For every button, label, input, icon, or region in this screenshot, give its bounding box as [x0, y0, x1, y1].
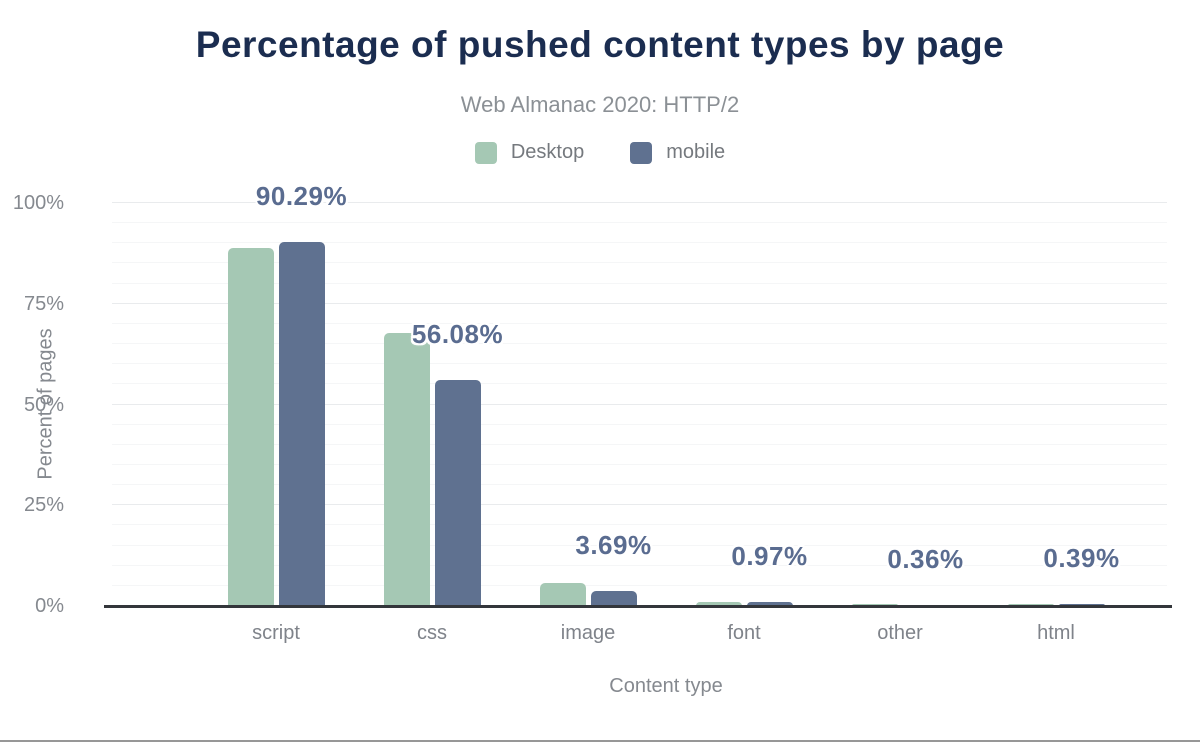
- bar-desktop-image[interactable]: [539, 582, 586, 606]
- minor-gridline: [112, 423, 1167, 425]
- bar-desktop-script[interactable]: [227, 247, 274, 606]
- minor-gridline: [112, 363, 1167, 365]
- page-bottom-border: [0, 740, 1200, 742]
- bar-mobile-script[interactable]: [278, 242, 325, 606]
- minor-gridline: [112, 564, 1167, 566]
- y-tick-label: 100%: [12, 192, 64, 214]
- bar-mobile-image[interactable]: [590, 591, 637, 606]
- data-label-image: 3.69%: [575, 530, 652, 561]
- y-tick-label: 25%: [23, 494, 64, 517]
- minor-gridline: [112, 262, 1167, 264]
- legend-label-mobile: mobile: [666, 141, 726, 163]
- x-tick-label-script: script: [252, 622, 300, 644]
- minor-gridline: [112, 443, 1167, 445]
- major-gridline: [112, 202, 1167, 203]
- bar-mobile-font[interactable]: [746, 602, 793, 606]
- minor-gridline: [112, 222, 1167, 224]
- chart-title: Percentage of pushed content types by pa…: [195, 24, 1005, 65]
- y-tick-label: 0%: [35, 595, 64, 617]
- minor-gridline: [112, 584, 1167, 586]
- minor-gridline: [112, 282, 1167, 284]
- minor-gridline: [112, 242, 1167, 244]
- x-tick-label-html: html: [1037, 622, 1075, 644]
- y-tick-label: 75%: [23, 292, 64, 315]
- data-label-other: 0.36%: [887, 543, 964, 574]
- data-label-css: 56.08%: [411, 319, 504, 349]
- x-tick-label-css: css: [417, 622, 447, 644]
- minor-gridline: [112, 463, 1167, 465]
- minor-gridline: [112, 383, 1167, 385]
- bar-desktop-css[interactable]: [383, 333, 430, 606]
- bar-desktop-font[interactable]: [695, 602, 742, 606]
- data-label-font: 0.97%: [731, 541, 808, 572]
- legend: Desktop mobile: [0, 141, 1200, 164]
- x-axis-line: [104, 604, 1172, 608]
- x-tick-label-image: image: [560, 622, 616, 644]
- major-gridline: [112, 504, 1167, 506]
- major-gridline: [112, 403, 1167, 405]
- x-axis-title: Content type: [609, 675, 723, 697]
- legend-item-mobile[interactable]: mobile: [630, 141, 725, 164]
- legend-item-desktop[interactable]: Desktop: [474, 141, 585, 164]
- y-tick-label: 50%: [23, 393, 64, 416]
- plot-area: 0% 25% 50% 75% 100% 90.29% script 56.08% css 3.69…: [13, 181, 1172, 644]
- data-label-html: 0.39%: [1043, 543, 1120, 574]
- legend-swatch-mobile-icon: [630, 141, 653, 164]
- minor-gridline: [112, 544, 1167, 546]
- minor-gridline: [112, 484, 1167, 486]
- data-label-script: 90.29%: [255, 181, 348, 212]
- x-tick-label-font: font: [727, 622, 761, 644]
- legend-label-desktop: Desktop: [510, 141, 585, 163]
- legend-swatch-desktop-icon: [474, 141, 497, 164]
- x-tick-label-other: other: [877, 622, 923, 644]
- minor-gridline: [112, 343, 1167, 345]
- y-axis-title: Percent of pages: [34, 328, 57, 480]
- major-gridline: [112, 302, 1167, 304]
- chart-subtitle: Web Almanac 2020: HTTP/2: [460, 92, 740, 117]
- bar-mobile-css[interactable]: [434, 380, 481, 606]
- minor-gridline: [112, 524, 1167, 526]
- minor-gridline: [112, 322, 1167, 324]
